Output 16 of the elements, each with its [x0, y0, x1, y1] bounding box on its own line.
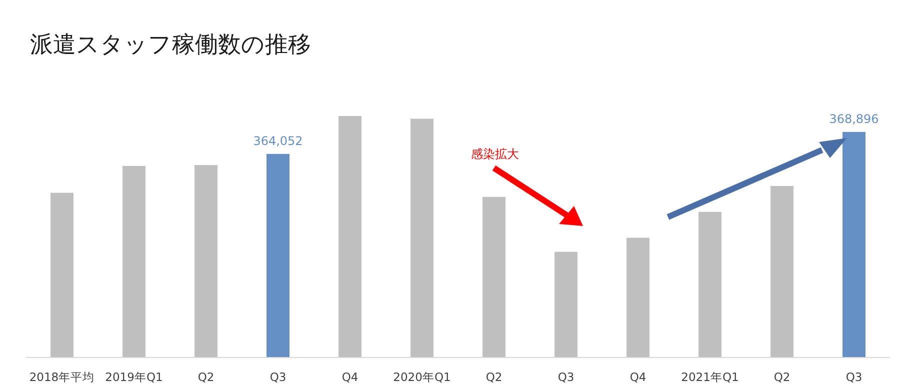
x-tick-label: Q4: [630, 370, 646, 384]
x-tick-label: 2021年Q1: [681, 370, 739, 384]
x-tick-label: Q2: [198, 370, 214, 384]
annotation: 感染拡大: [471, 147, 519, 161]
x-tick-label: 2019年Q1: [105, 370, 163, 384]
x-tick-label: Q4: [342, 370, 358, 384]
x-tick-label: Q2: [774, 370, 790, 384]
x-tick-label: Q3: [558, 370, 574, 384]
x-tick-label: Q3: [846, 370, 862, 384]
x-tick-label: Q2: [486, 370, 502, 384]
x-tick-label: Q3: [270, 370, 286, 384]
data-label: 364,052: [253, 134, 303, 148]
data-label: 368,896: [829, 112, 879, 126]
chart-title: 派遣スタッフ稼働数の推移: [30, 32, 311, 58]
x-tick-label: 2018年平均: [29, 370, 95, 384]
x-tick-label: 2020年Q1: [393, 370, 451, 384]
